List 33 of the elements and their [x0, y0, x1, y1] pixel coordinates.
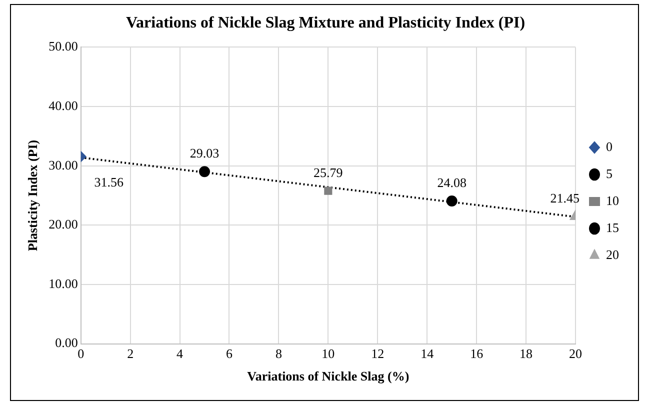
- x-tick-label: 18: [520, 346, 533, 362]
- x-tick-label: 12: [371, 346, 384, 362]
- chart-title: Variations of Nickle Slag Mixture and Plasticity Index (PI): [126, 14, 526, 32]
- x-tick-label: 4: [176, 346, 184, 362]
- data-label: 29.03: [190, 146, 220, 161]
- x-tick-label: 0: [78, 346, 84, 362]
- y-tick-label: 40.00: [48, 98, 78, 113]
- x-tick-label: 14: [420, 346, 434, 362]
- point: [199, 166, 210, 178]
- data-label: 31.56: [94, 174, 124, 190]
- x-tick-label: 8: [275, 346, 282, 362]
- x-tick-label: 10: [322, 346, 335, 362]
- y-tick-label: 50.00: [48, 38, 78, 54]
- point: [324, 186, 332, 195]
- y-tick-label: 20.00: [48, 216, 78, 232]
- legend-label: 15: [606, 220, 619, 235]
- y-axis-title: Plasticity Index (PI): [25, 140, 40, 252]
- data-label: 24.08: [437, 174, 466, 190]
- x-tick-label: 6: [226, 346, 233, 362]
- y-tick-label: 0.00: [55, 335, 78, 350]
- x-tick-label: 16: [470, 346, 484, 362]
- legend-label: 5: [606, 166, 612, 181]
- x-axis-title: Variations of Nickle Slag (%): [247, 368, 410, 384]
- legend-label: 10: [606, 192, 619, 208]
- x-tick-label: 20: [569, 346, 582, 362]
- y-tick-label: 10.00: [48, 276, 78, 291]
- y-tick-label: 30.00: [48, 157, 78, 172]
- point: [446, 195, 458, 206]
- legend-label: 20: [606, 246, 619, 262]
- x-tick-label: 2: [127, 346, 134, 362]
- data-label: 21.45: [550, 190, 580, 206]
- legend-label: 0: [606, 138, 612, 154]
- data-label: 25.79: [314, 164, 343, 180]
